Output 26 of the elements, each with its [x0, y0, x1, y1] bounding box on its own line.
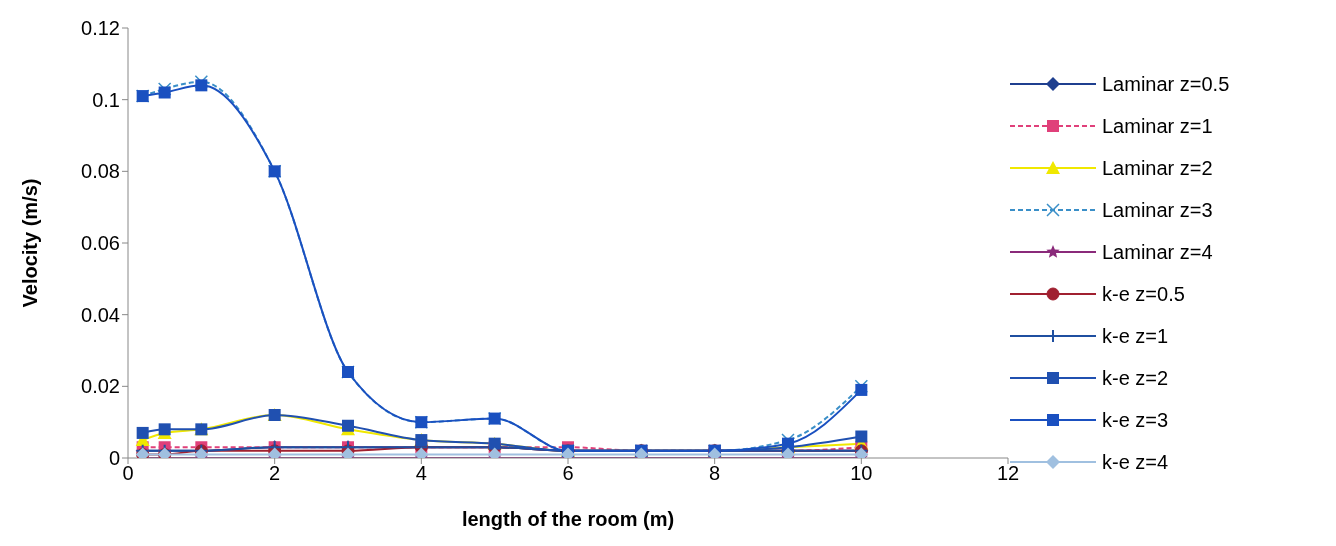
x-tick-label: 2 — [269, 462, 281, 485]
y-tick-label: 0.04 — [81, 303, 120, 326]
x-tick-label: 6 — [562, 462, 574, 485]
legend-label: Laminar z=0.5 — [1102, 72, 1230, 96]
y-tick-label: 0.06 — [81, 232, 120, 255]
legend-label: k-e z=4 — [1102, 450, 1169, 474]
x-tick-label: 0 — [122, 462, 134, 485]
y-tick-label: 0.1 — [92, 88, 120, 111]
x-tick-label: 10 — [850, 462, 873, 485]
y-tick-label: 0.02 — [81, 375, 120, 398]
legend-label: k-e z=3 — [1102, 408, 1169, 432]
x-tick-label: 4 — [415, 462, 427, 485]
x-tick-label: 12 — [996, 462, 1020, 485]
legend-label: k-e z=0.5 — [1102, 282, 1185, 306]
legend-label: k-e z=1 — [1102, 324, 1169, 348]
legend-label: Laminar z=1 — [1102, 114, 1213, 138]
legend-label: Laminar z=2 — [1102, 156, 1213, 180]
y-tick-label: 0 — [108, 447, 120, 470]
y-tick-label: 0.08 — [81, 160, 120, 183]
x-tick-label: 8 — [709, 462, 721, 485]
y-axis-title: Velocity (m/s) — [19, 178, 42, 308]
x-axis-title: length of the room (m) — [461, 508, 675, 530]
y-tick-label: 0.12 — [81, 17, 120, 40]
legend-label: Laminar z=3 — [1102, 198, 1213, 222]
legend-label: k-e z=2 — [1102, 366, 1169, 390]
legend-label: Laminar z=4 — [1102, 240, 1213, 264]
